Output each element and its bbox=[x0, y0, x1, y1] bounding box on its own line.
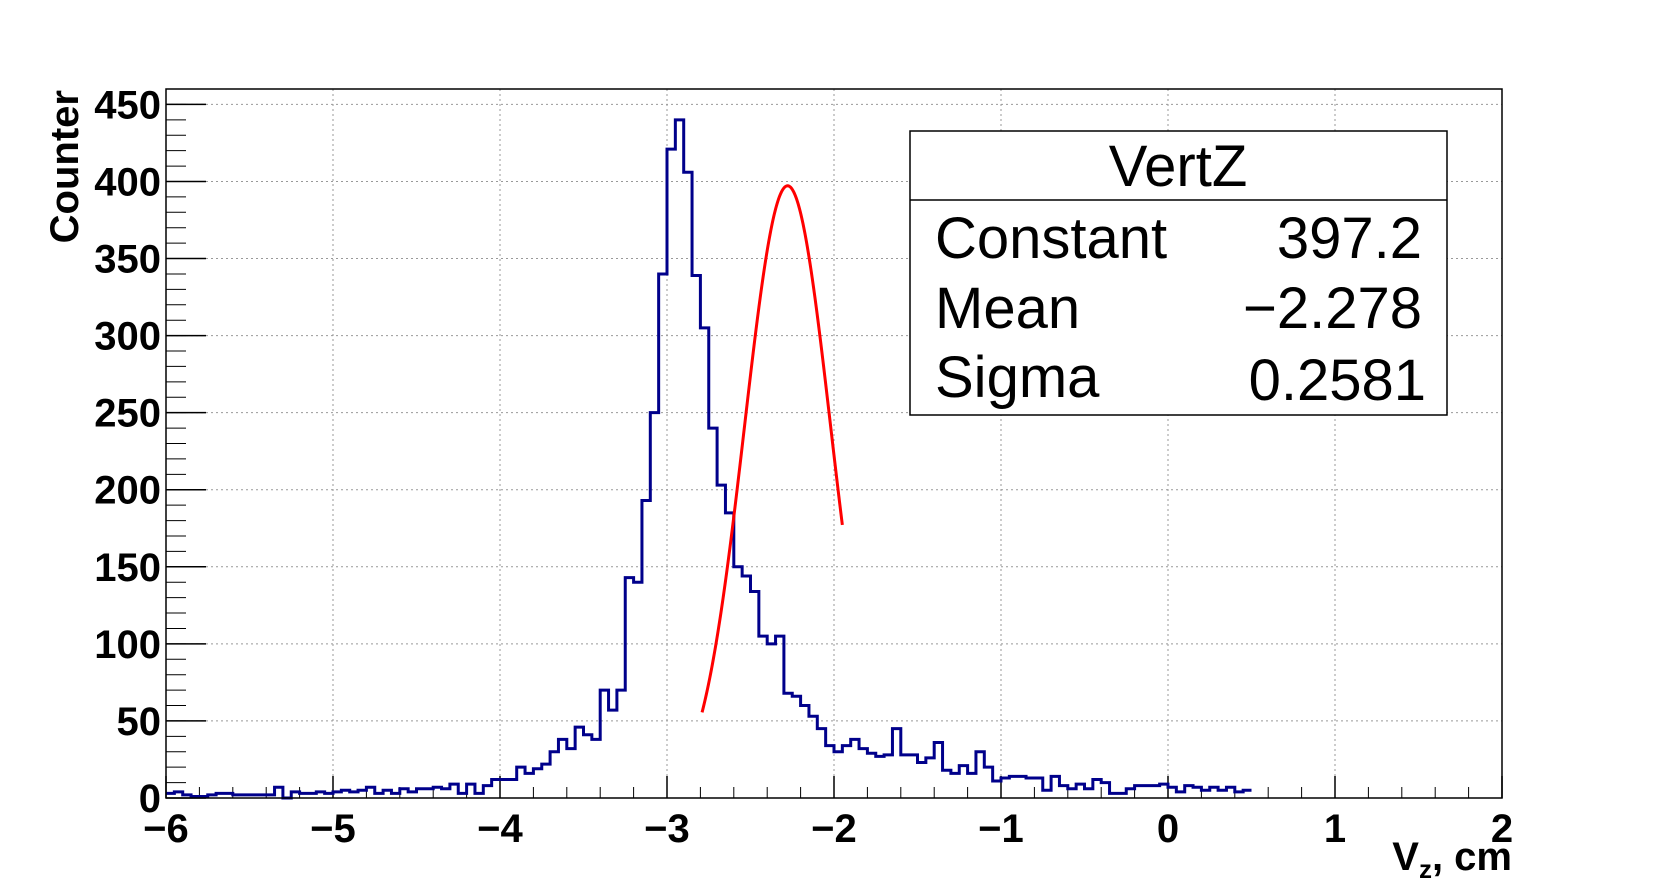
x-tick-label: −4 bbox=[477, 807, 523, 851]
histogram-outline bbox=[166, 118, 1252, 800]
stats-value-sigma: 0.2581 bbox=[1249, 348, 1426, 413]
major-ticks bbox=[165, 103, 1503, 799]
y-tick-label: 150 bbox=[94, 546, 161, 590]
y-tick-label: 0 bbox=[139, 777, 161, 821]
y-tick-label: 400 bbox=[94, 160, 161, 204]
x-tick-label: −1 bbox=[978, 807, 1024, 851]
fit-stats-box: VertZ Constant 397.2 Mean −2.278 Sigma 0… bbox=[909, 130, 1448, 416]
y-tick-label: 100 bbox=[94, 623, 161, 667]
y-tick-label: 200 bbox=[94, 469, 161, 513]
stats-label-constant: Constant bbox=[935, 206, 1167, 271]
x-tick-label: 1 bbox=[1324, 807, 1346, 851]
stats-label-mean: Mean bbox=[935, 276, 1080, 341]
x-axis-title-subscript: z bbox=[1419, 854, 1432, 880]
stats-box-frame bbox=[909, 130, 1448, 416]
x-tick-label: −5 bbox=[310, 807, 356, 851]
x-tick-label: 2 bbox=[1491, 807, 1513, 851]
y-tick-labels: 0 50 100 150 200 250 300 350 400 450 bbox=[94, 83, 161, 821]
x-axis-title-unit: , cm bbox=[1432, 835, 1512, 879]
grid-lines bbox=[166, 89, 1502, 798]
x-tick-label: −3 bbox=[644, 807, 690, 851]
x-tick-label: 0 bbox=[1157, 807, 1179, 851]
x-tick-label: −2 bbox=[811, 807, 857, 851]
y-tick-label: 250 bbox=[94, 392, 161, 436]
plot-frame bbox=[165, 88, 1503, 799]
y-tick-label: 450 bbox=[94, 83, 161, 127]
stats-label-sigma: Sigma bbox=[935, 345, 1100, 410]
stats-box-title: VertZ bbox=[1109, 134, 1248, 199]
x-tick-label: −6 bbox=[143, 807, 189, 851]
gaussian-fit-curve bbox=[700, 184, 844, 713]
stats-value-mean: −2.278 bbox=[1243, 276, 1422, 341]
x-axis-title-main: V bbox=[1392, 835, 1419, 879]
x-axis-title: Vz, cm bbox=[1392, 835, 1512, 880]
y-tick-label: 50 bbox=[117, 700, 162, 744]
stats-value-constant: 397.2 bbox=[1277, 206, 1422, 271]
x-tick-labels: −6 −5 −4 −3 −2 −1 0 1 2 bbox=[143, 807, 1513, 851]
y-axis-title: Counter bbox=[43, 90, 87, 243]
y-tick-label: 350 bbox=[94, 238, 161, 282]
y-tick-label: 300 bbox=[94, 315, 161, 359]
